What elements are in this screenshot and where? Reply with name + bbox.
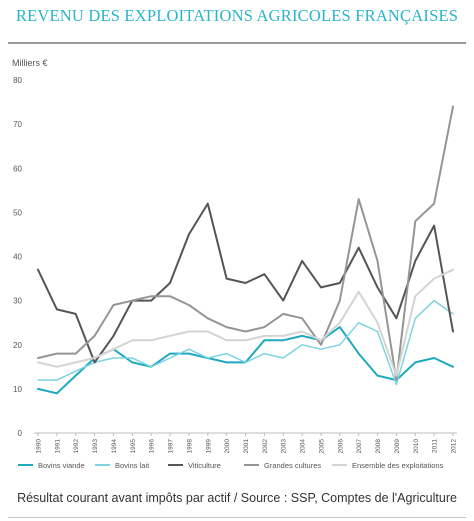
x-tick-label: 1999: [205, 439, 212, 454]
y-tick-label: 40: [13, 253, 22, 262]
x-tick-label: 1998: [186, 439, 193, 454]
x-tick-label: 1996: [149, 439, 156, 454]
x-tick-label: 1990: [36, 439, 43, 454]
y-tick-label: 70: [13, 120, 22, 129]
y-tick-label: 30: [13, 297, 22, 306]
legend-label: Ensemble des exploitations: [352, 461, 444, 470]
x-tick-label: 2012: [451, 439, 458, 454]
series-line: [37, 268, 454, 377]
x-tick-label: 2000: [224, 439, 231, 454]
y-tick-label: 20: [13, 341, 22, 350]
x-tick-label: 1997: [168, 439, 175, 454]
chart-title: REVENU DES EXPLOITATIONS AGRICOLES FRANÇ…: [15, 6, 459, 25]
y-tick-label: 50: [13, 208, 22, 217]
title-divider: [8, 42, 466, 44]
x-tick-label: 2001: [243, 439, 250, 454]
y-tick-label: 60: [13, 164, 22, 173]
legend-label: Viticulture: [188, 461, 221, 470]
legend-label: Bovins viande: [38, 461, 85, 470]
x-tick-label: 2004: [300, 439, 307, 454]
x-tick-label: 2010: [413, 439, 420, 454]
x-tick-label: 2006: [337, 439, 344, 454]
legend-label: Bovins lait: [115, 461, 150, 470]
series-line: [37, 299, 454, 386]
x-tick-label: 2011: [432, 439, 439, 453]
chart-caption: Résultat courant avant impôts par actif …: [17, 491, 457, 505]
x-tick-label: 1991: [54, 439, 61, 454]
x-tick-label: 2003: [281, 439, 288, 454]
legend-label: Grandes cultures: [264, 461, 321, 470]
y-tick-label: 10: [13, 385, 22, 394]
x-tick-label: 2002: [262, 439, 269, 454]
line-chart: Milliers € 0 10 20 30 40 50 60 70 80 1990 1991 1992 1…: [12, 58, 458, 470]
bottom-divider: [8, 517, 466, 518]
x-tick-label: 1994: [111, 439, 118, 454]
x-tick-label: 1993: [92, 439, 99, 454]
x-tick-label: 1992: [73, 439, 80, 454]
x-tick-label: 2009: [394, 439, 401, 454]
x-tick-label: 1995: [130, 439, 137, 454]
y-tick-label: 80: [13, 76, 22, 85]
series-line: [37, 105, 454, 382]
y-axis-label: Milliers €: [12, 58, 48, 68]
y-tick-label: 0: [18, 429, 23, 438]
x-tick-label: 2007: [356, 439, 363, 454]
x-tick-label: 2005: [318, 439, 325, 454]
x-tick-label: 2008: [375, 439, 382, 454]
